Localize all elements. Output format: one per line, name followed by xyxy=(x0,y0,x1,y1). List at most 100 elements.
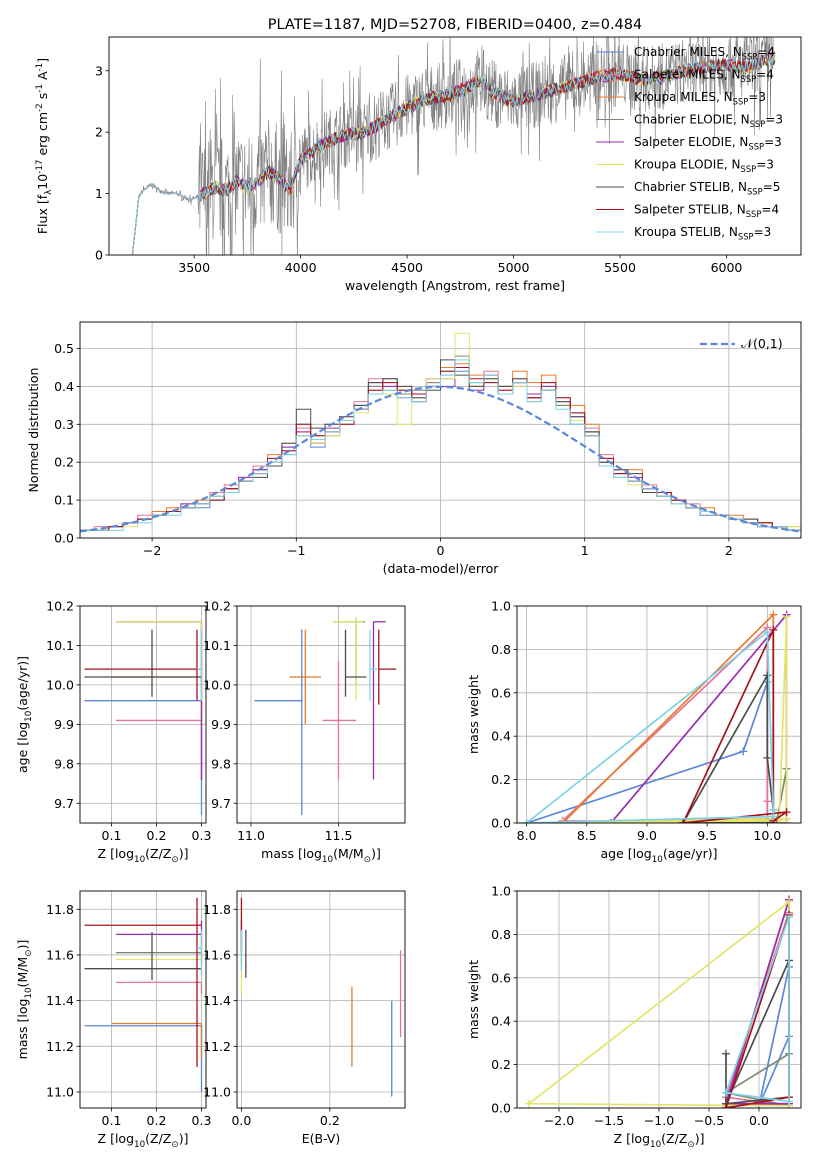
subscript: λ xyxy=(44,190,54,195)
plot-area xyxy=(522,610,791,823)
y-tick-label: 0.2 xyxy=(491,772,511,787)
x-axis-label: wavelength [Angstrom, rest frame] xyxy=(345,278,565,293)
weight-marker-kroupa_elodie xyxy=(525,1099,533,1108)
weight-line-chabrier_elodie xyxy=(526,768,788,823)
text-run: E(B-V) xyxy=(302,1131,341,1146)
legend-label-salpeter_stelib: Salpeter STELIB, NSSP​=4 xyxy=(634,203,779,220)
y-tick-label: 0.0 xyxy=(491,816,511,831)
chart-residuals: −2 −1 0 1 2 0.0 0.1 0.2 0.3 0.4 0.5 (data-model)/er… xyxy=(26,321,802,576)
x-tick-label: 0.3 xyxy=(192,1113,212,1128)
text-run: Kroupa ELODIE, N xyxy=(634,158,741,172)
y-tick-label: 11.4 xyxy=(203,993,231,1008)
axes-frame xyxy=(516,605,802,824)
y-tick-label: 0.6 xyxy=(491,970,511,985)
text-run: )] xyxy=(371,846,381,861)
y-tick-label: 9.8 xyxy=(54,756,74,771)
text-run: 10 xyxy=(35,174,50,190)
axes-frame xyxy=(236,605,406,824)
weight-line-salpeter_elodie xyxy=(610,612,788,823)
x-tick-label: 0.2 xyxy=(147,828,167,843)
y-tick-label: 11.0 xyxy=(46,1085,74,1100)
text-run: Kroupa MILES, N xyxy=(634,90,733,104)
text-run: =3 xyxy=(764,135,782,149)
subscript: SSP xyxy=(733,97,749,107)
text-run: Chabrier MILES, N xyxy=(634,45,742,59)
y-tick-label: 11.6 xyxy=(46,947,74,962)
math-run: 𝒩(0,1) xyxy=(741,336,783,351)
chart-mass_vs_ebv: 0.0 0.2 11.0 11.2 11.4 11.6 11.8 E(B-V) xyxy=(203,890,406,1146)
text-run: PLATE=1187, MJD=52708, FIBERID=0400, z=0… xyxy=(268,17,642,33)
plot-area xyxy=(84,621,203,816)
y-tick-label: 9.9 xyxy=(211,717,231,732)
y-tick-label: 0.4 xyxy=(54,379,74,394)
axes-frame xyxy=(79,321,802,539)
y-tick-label: 0.3 xyxy=(54,417,74,432)
weight-marker-kroupa_stelib xyxy=(785,913,793,922)
weight-line-kroupa_elodie xyxy=(562,616,788,823)
chart-mass_vs_Z: 0.1 0.2 0.3 11.0 11.2 11.4 11.6 11.8 Z [log10​(Z… xyxy=(15,890,212,1150)
text-run: mass weight xyxy=(466,960,481,1039)
text-run: =3 xyxy=(754,225,772,239)
y-tick-label: 10.1 xyxy=(46,638,74,653)
weight-marker-kroupa_elodie xyxy=(785,897,793,906)
x-tick-label: 8.0 xyxy=(517,828,537,843)
weight-line-kroupa_stelib xyxy=(725,916,790,1103)
x-axis-label: E(B-V) xyxy=(302,1131,341,1146)
subscript: ⊙ xyxy=(24,949,34,956)
text-run: =3 xyxy=(748,90,766,104)
weight-marker-salpeter_stelib xyxy=(769,625,778,634)
text-run: )] xyxy=(179,846,189,861)
subscript: 10 xyxy=(650,1140,661,1150)
legend-label-chabrier_stelib: Chabrier STELIB, NSSP​=5 xyxy=(634,180,780,197)
y-tick-label: 11.2 xyxy=(46,1039,74,1054)
text-run: (M/M xyxy=(333,846,364,861)
x-tick-label: 0.2 xyxy=(147,1113,167,1128)
y-tick-label: 3 xyxy=(95,63,103,78)
chart-weight_vs_Z: −2.0 −1.5 −1.0 −0.5 0.0 0.0 0.2 0.4 0.6 0.8 1.0 Z [… xyxy=(466,884,802,1150)
weight-marker-kroupa_stelib xyxy=(763,628,772,637)
plot-area xyxy=(131,37,776,255)
weight-marker-kroupa_stelib xyxy=(769,812,778,821)
text-run: Kroupa STELIB, N xyxy=(634,225,738,239)
x-tick-label: 0 xyxy=(437,543,445,558)
axes-frame xyxy=(516,890,802,1109)
x-axis-label: age [log10​(age/yr)] xyxy=(600,846,717,865)
x-tick-label: 0.0 xyxy=(749,1113,769,1128)
x-tick-label: 5500 xyxy=(604,260,636,275)
subscript: SSP xyxy=(748,142,764,152)
text-run: Salpeter MILES, N xyxy=(634,68,741,82)
weight-marker-kroupa_miles xyxy=(769,610,778,619)
x-tick-label: 0.2 xyxy=(320,1113,340,1128)
x-tick-label: 0.1 xyxy=(102,828,122,843)
normal-curve-line xyxy=(80,385,801,533)
weight-marker-salpeter_stelib xyxy=(679,819,688,823)
x-axis-label: Z [log10​(Z/Z⊙​)] xyxy=(614,1131,705,1150)
subscript: SSP xyxy=(746,209,762,219)
text-run: mass [log xyxy=(261,846,322,861)
x-tick-label: 5000 xyxy=(498,260,530,275)
text-run: (Z/Z xyxy=(145,1131,171,1146)
y-tick-label: 0.0 xyxy=(54,531,74,546)
legend-label-kroupa_stelib: Kroupa STELIB, NSSP​=3 xyxy=(634,225,771,242)
chart-spectrum: 3500 4000 4500 5000 5500 6000 0 1 2 3 wavelength [… xyxy=(35,17,802,293)
plot-area xyxy=(84,897,203,1093)
subscript: 10 xyxy=(24,711,34,722)
legend-label-kroupa_miles: Kroupa MILES, NSSP​=3 xyxy=(634,90,766,107)
weight-line-chabrier_stelib xyxy=(725,960,790,1105)
y-tick-label: 9.7 xyxy=(211,796,231,811)
y-tick-label: 0.5 xyxy=(54,341,74,356)
text-run: (Z/Z xyxy=(145,846,171,861)
subscript: 10 xyxy=(24,987,34,998)
y-tick-label: 11.4 xyxy=(46,993,74,1008)
plot-area xyxy=(254,617,397,816)
text-run: =4 xyxy=(756,68,774,82)
text-run: erg cm xyxy=(35,112,50,160)
x-tick-label: 10.0 xyxy=(753,828,781,843)
x-tick-label: 3500 xyxy=(178,260,210,275)
text-run: mass [log xyxy=(15,999,30,1060)
weight-marker-chabrier_stelib xyxy=(763,753,772,762)
text-run: Z [log xyxy=(98,846,134,861)
y-tick-label: 1.0 xyxy=(491,884,511,899)
y-tick-label: 10.0 xyxy=(203,677,231,692)
model-line-kroupa_stelib xyxy=(131,52,776,255)
